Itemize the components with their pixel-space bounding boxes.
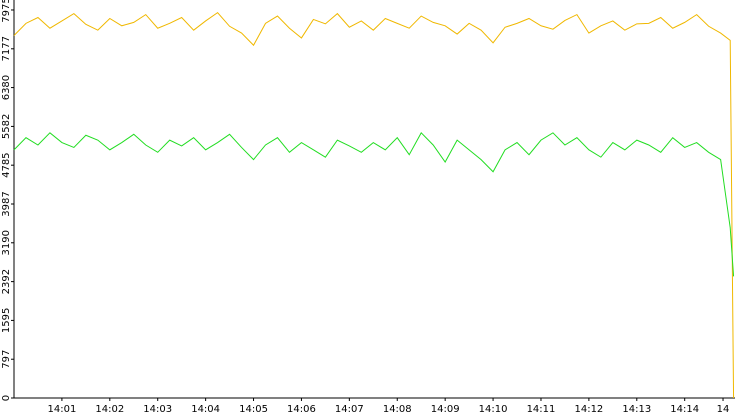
x-tick-label: 14:08 [383,404,412,415]
x-tick-label: 14:07 [335,404,364,415]
x-tick-label: 14:12 [574,404,603,415]
y-tick-label: 3987 [1,191,12,216]
data-line [13,11,735,399]
y-tick-label: 1595 [1,308,12,333]
x-tick-label: 14:10 [479,404,508,415]
y-tick-label: 7975 [1,0,12,23]
x-tick-label: 14 [717,404,730,415]
x-tick-label: 14:01 [47,404,76,415]
data-line [13,131,735,277]
y-tick-label: 797 [1,350,12,369]
y-tick-label: 4785 [1,152,12,177]
x-tick-label: 14:03 [143,404,172,415]
y-tick-label: 0 [1,395,12,401]
y-tick-label: 3190 [1,230,12,255]
y-tick-label: 6380 [1,75,12,100]
y-tick-label: 2392 [1,269,12,294]
y-tick-label: 7177 [1,36,12,61]
x-tick-label: 14:14 [670,404,699,415]
x-tick-label: 14:05 [239,404,268,415]
x-tick-label: 14:02 [95,404,124,415]
y-tick-label: 5582 [1,114,12,139]
x-tick-label: 14:09 [431,404,460,415]
x-tick-label: 14:13 [622,404,651,415]
x-tick-label: 14:04 [191,404,220,415]
x-tick-label: 14:06 [287,404,316,415]
x-tick-label: 14:11 [527,404,556,415]
